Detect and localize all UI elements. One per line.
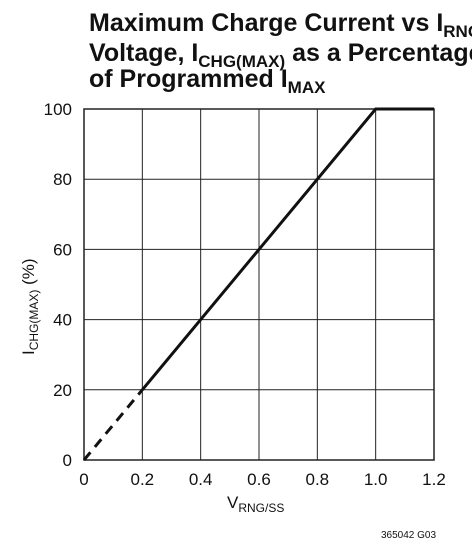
chart-title-line-2: Voltage, ICHG(MAX) as a Percentage — [89, 39, 472, 71]
series-line-dashed — [82, 388, 144, 461]
y-axis-label: ICHG(MAX) (%) — [19, 258, 41, 355]
y-tick-label: 20 — [53, 381, 72, 400]
y-tick-label: 100 — [44, 100, 72, 119]
x-tick-label: 0.6 — [247, 470, 271, 489]
tick-labels: 0 0.2 0.4 0.6 0.8 1.0 1.2 0 20 40 60 80 100 — [44, 100, 446, 489]
y-tick-label: 0 — [63, 451, 72, 470]
grid — [84, 109, 434, 460]
x-tick-label: 0.4 — [189, 470, 213, 489]
y-tick-label: 40 — [53, 311, 72, 330]
x-tick-label: 0.2 — [131, 470, 155, 489]
x-tick-label: 1.0 — [364, 470, 388, 489]
x-axis-label: VRNG/SS — [227, 493, 284, 515]
chart-title-line-1: Maximum Charge Current vs IRNG/SS — [89, 9, 472, 41]
x-tick-label: 0.8 — [306, 470, 330, 489]
series — [82, 107, 434, 461]
x-tick-label: 1.2 — [422, 470, 446, 489]
figure-code: 365042 G03 — [381, 530, 436, 541]
x-tick-label: 0 — [79, 470, 88, 489]
series-line-solid — [141, 107, 434, 391]
chart-title-line-3: of Programmed IMAX — [89, 65, 326, 97]
y-tick-label: 80 — [53, 170, 72, 189]
y-tick-label: 60 — [53, 240, 72, 259]
plot-frame — [83, 108, 435, 461]
